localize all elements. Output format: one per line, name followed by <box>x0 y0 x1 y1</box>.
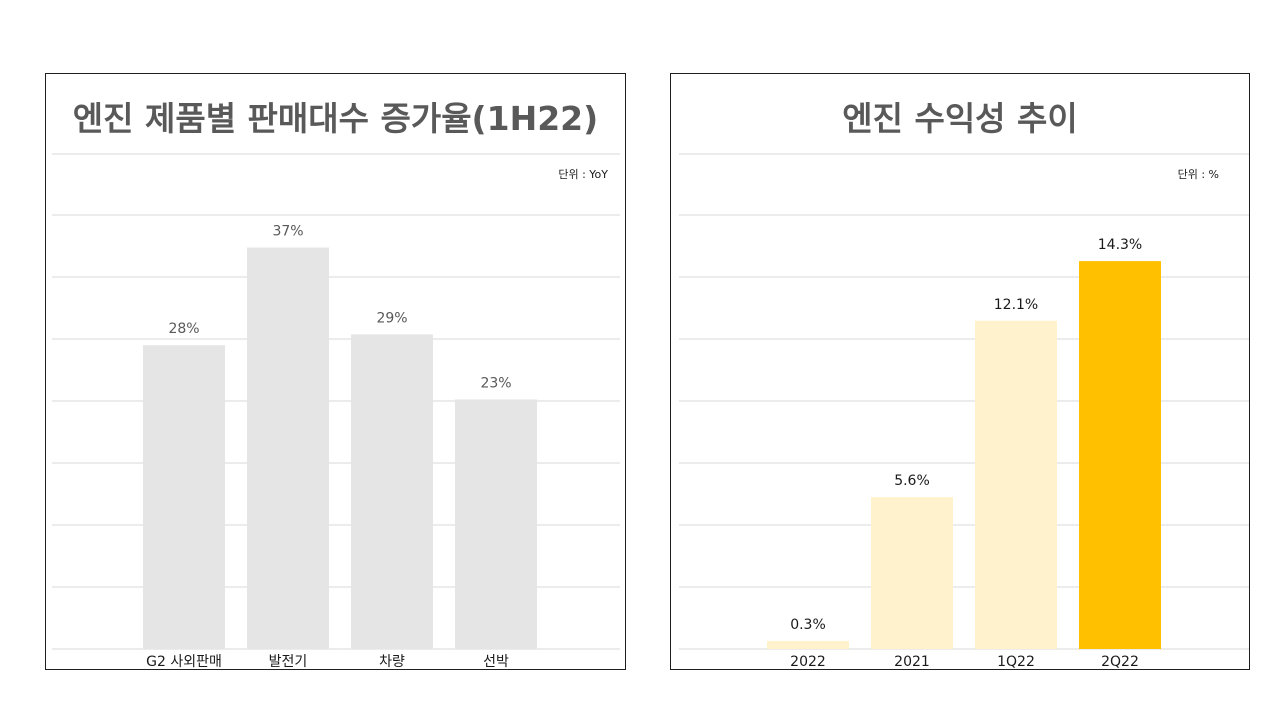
x-tick-label: 차량 <box>379 654 405 670</box>
data-label: 28% <box>168 321 199 337</box>
bar-2022 <box>767 640 849 649</box>
data-label: 14.3% <box>1098 237 1142 253</box>
bar-선박 <box>455 399 537 649</box>
data-label: 0.3% <box>790 617 826 633</box>
x-tick-label: 1Q22 <box>997 654 1035 670</box>
x-tick-label: 2021 <box>894 654 930 670</box>
data-label: 29% <box>376 310 407 326</box>
chart-title: 엔진 제품별 판매대수 증가율(1H22) <box>72 99 599 138</box>
bar-2Q22 <box>1079 261 1161 649</box>
data-label: 23% <box>480 375 511 391</box>
bar-차량 <box>351 334 433 649</box>
data-label: 5.6% <box>894 473 930 489</box>
unit-label: 단위 : YoY <box>558 168 608 181</box>
bar-1Q22 <box>975 320 1057 649</box>
data-label: 37% <box>272 224 303 240</box>
x-tick-label: 선박 <box>483 654 509 670</box>
chart-title: 엔진 수익성 추이 <box>842 99 1078 138</box>
x-tick-label: 2022 <box>790 654 826 670</box>
bar-chart-sales-growth: 28% G2 사외판매 37% 발전기 29% 차량 23% 선박 <box>52 153 620 670</box>
x-tick-label: 2Q22 <box>1101 654 1139 670</box>
x-tick-label: 발전기 <box>269 654 308 670</box>
bar-chart-profitability: 0.3% 2022 5.6% 2021 12.1% 1Q22 14.3% 2Q22 <box>679 153 1249 670</box>
chart-panel-sales-growth: 엔진 제품별 판매대수 증가율(1H22) 단위 : YoY 28% G2 사외판… <box>45 73 626 670</box>
x-tick-label: G2 사외판매 <box>146 654 222 670</box>
bar-2021 <box>871 497 953 649</box>
data-label: 12.1% <box>994 297 1038 313</box>
unit-label: 단위 : % <box>1177 168 1219 181</box>
bar-G2 사외판매 <box>143 345 225 649</box>
bar-발전기 <box>247 247 329 650</box>
chart-panel-profitability: 엔진 수익성 추이 단위 : % 0.3% 2022 5.6% 2021 12.1% 1Q… <box>670 73 1250 670</box>
